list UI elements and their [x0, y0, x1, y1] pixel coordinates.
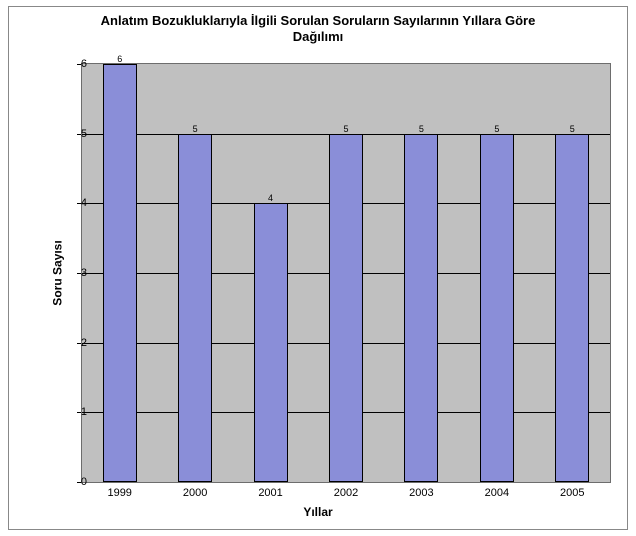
bar-value-label: 6	[104, 54, 136, 64]
xtick-label: 2004	[467, 487, 527, 499]
ytick-label: 6	[67, 58, 87, 70]
bar: 5	[329, 134, 363, 482]
bar: 5	[555, 134, 589, 482]
xtick-label: 1999	[90, 487, 150, 499]
xtick-label: 2003	[391, 487, 451, 499]
bar: 4	[254, 203, 288, 482]
plot-area: 6545555	[81, 63, 611, 483]
bar-value-label: 5	[481, 124, 513, 134]
ytick-label: 3	[67, 267, 87, 279]
xtick-label: 2001	[241, 487, 301, 499]
chart-title-line1: Anlatım Bozukluklarıyla İlgili Sorulan S…	[101, 13, 536, 28]
bar-value-label: 5	[179, 124, 211, 134]
ytick-label: 4	[67, 197, 87, 209]
x-axis-label: Yıllar	[9, 505, 627, 519]
xtick-label: 2002	[316, 487, 376, 499]
bar: 5	[178, 134, 212, 482]
bar: 5	[480, 134, 514, 482]
y-axis-label: Soru Sayısı	[51, 240, 65, 305]
bar-value-label: 5	[556, 124, 588, 134]
bar: 6	[103, 64, 137, 482]
bar-value-label: 4	[255, 193, 287, 203]
ytick-label: 0	[67, 476, 87, 488]
ytick-label: 2	[67, 337, 87, 349]
chart-frame: Anlatım Bozukluklarıyla İlgili Sorulan S…	[8, 6, 628, 530]
ytick-label: 1	[67, 406, 87, 418]
xtick-label: 2005	[542, 487, 602, 499]
ytick-label: 5	[67, 128, 87, 140]
bar: 5	[404, 134, 438, 482]
xtick-label: 2000	[165, 487, 225, 499]
bar-value-label: 5	[330, 124, 362, 134]
chart-title: Anlatım Bozukluklarıyla İlgili Sorulan S…	[9, 13, 627, 46]
bar-value-label: 5	[405, 124, 437, 134]
chart-title-line2: Dağılımı	[293, 29, 344, 44]
